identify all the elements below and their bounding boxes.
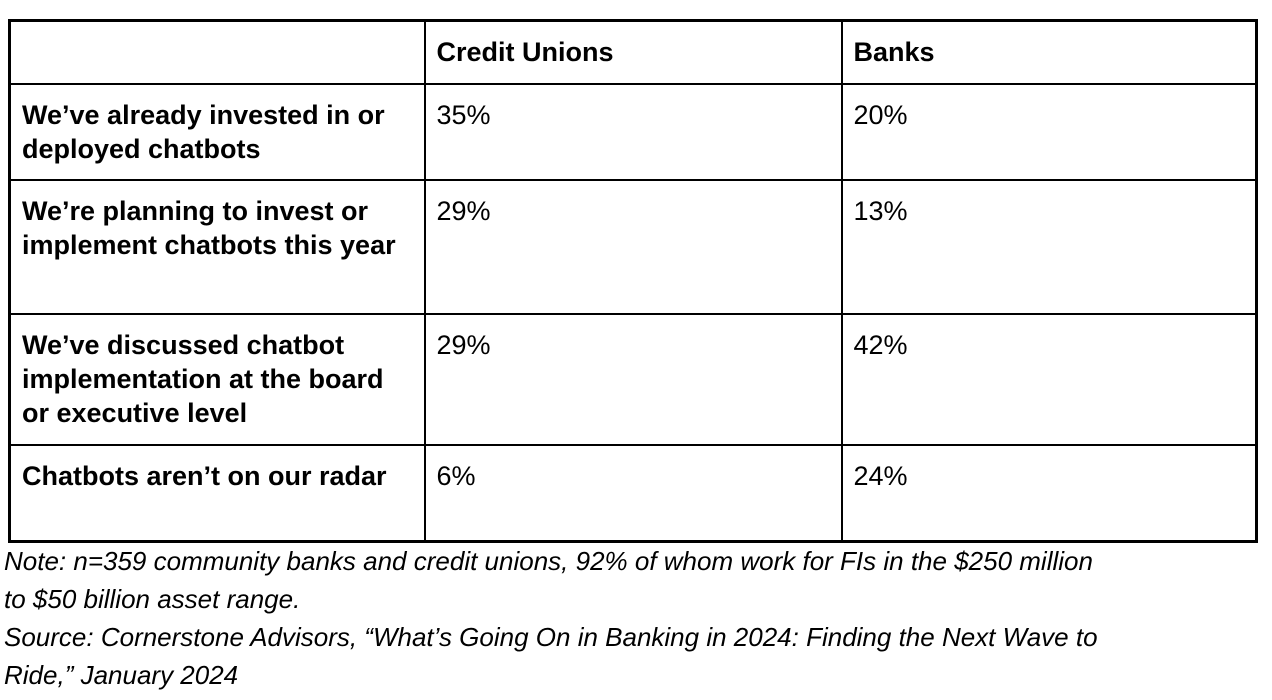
value-banks: 42%	[840, 312, 1258, 446]
value-credit-unions: 6%	[423, 443, 843, 543]
footnote-block: Note: n=359 community banks and credit u…	[4, 542, 1098, 694]
row-label-planning: We’re planning to invest or implement ch…	[8, 178, 426, 315]
row-label-discussed: We’ve discussed chatbot implementation a…	[8, 312, 426, 446]
row-label-not-on-radar: Chatbots aren’t on our radar	[8, 443, 426, 543]
note-text-line-2: to $50 billion asset range.	[4, 584, 301, 614]
value-credit-unions: 29%	[423, 312, 843, 446]
table-row: Chatbots aren’t on our radar 6% 24%	[8, 443, 1258, 543]
source-text-line-1: Source: Cornerstone Advisors, “What’s Go…	[4, 622, 1098, 652]
table-header-row: Credit Unions Banks	[8, 19, 1258, 85]
row-label-invested: We’ve already invested in or deployed ch…	[8, 82, 426, 181]
table-row: We’re planning to invest or implement ch…	[8, 178, 1258, 315]
value-banks: 20%	[840, 82, 1258, 181]
value-credit-unions: 35%	[423, 82, 843, 181]
column-header-empty	[8, 19, 426, 85]
source-text-line-2: Ride,” January 2024	[4, 660, 239, 690]
note-text-line-1: Note: n=359 community banks and credit u…	[4, 546, 1093, 576]
table-row: We’ve already invested in or deployed ch…	[8, 82, 1258, 181]
column-header-banks: Banks	[840, 19, 1258, 85]
value-credit-unions: 29%	[423, 178, 843, 315]
chatbot-survey-table: Credit Unions Banks We’ve already invest…	[8, 19, 1258, 543]
chatbot-survey-table-container: Credit Unions Banks We’ve already invest…	[8, 19, 1258, 543]
value-banks: 24%	[840, 443, 1258, 543]
column-header-credit-unions: Credit Unions	[423, 19, 843, 85]
table-row: We’ve discussed chatbot implementation a…	[8, 312, 1258, 446]
value-banks: 13%	[840, 178, 1258, 315]
